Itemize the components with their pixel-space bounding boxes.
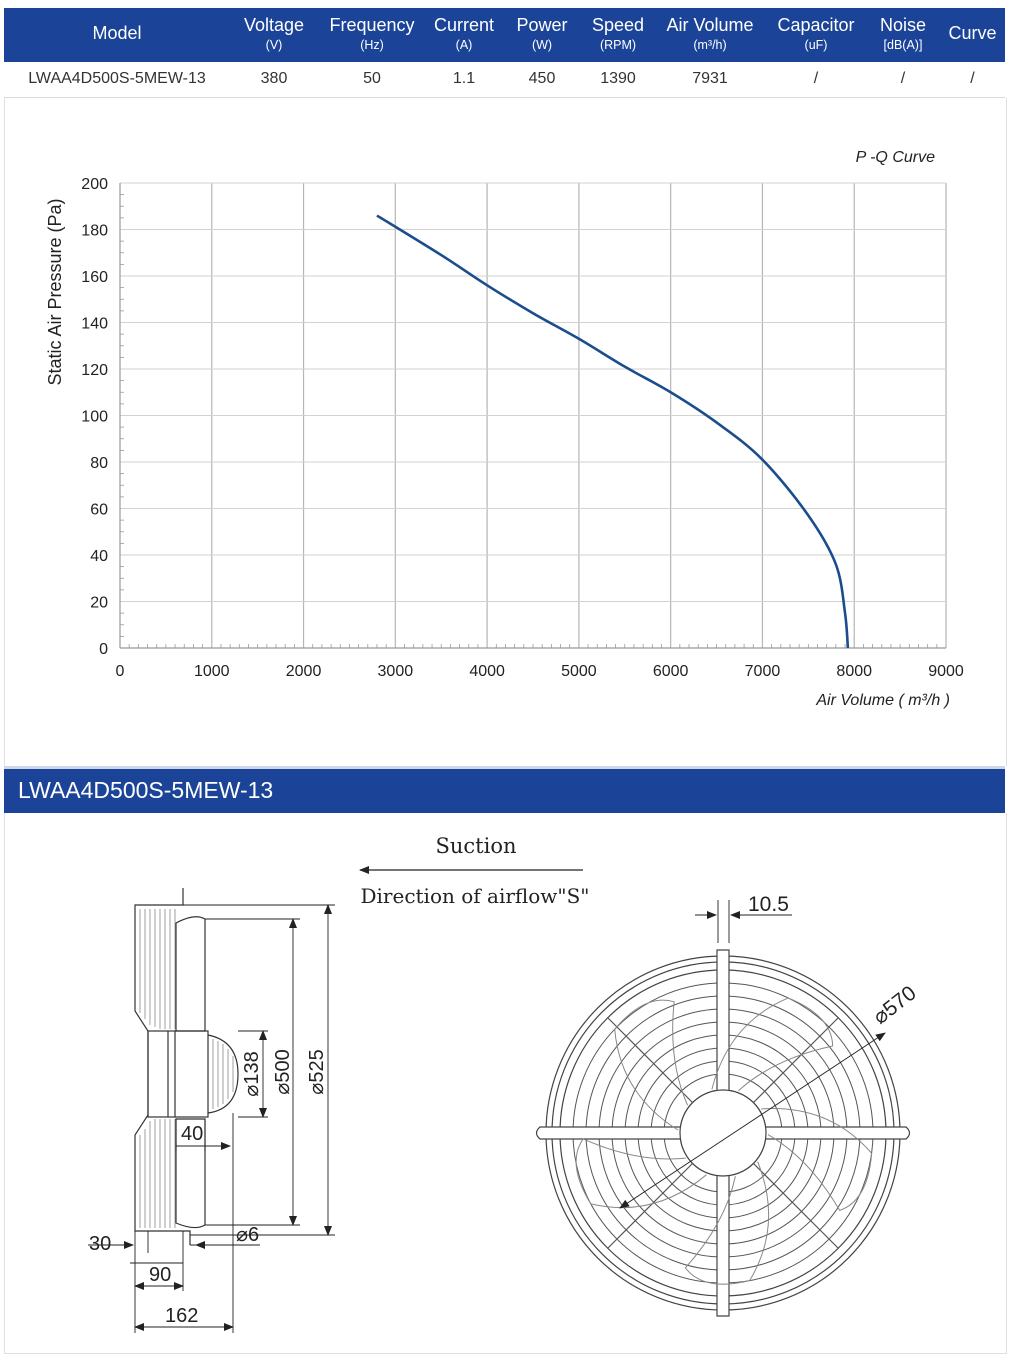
fan-front-view <box>535 949 911 1317</box>
dim-10-5: 10.5 <box>748 893 789 916</box>
header-speed: Speed (RPM) <box>591 15 645 52</box>
banner-title: LWAA4D500S-5MEW-13 <box>18 777 274 803</box>
cell-noise: / <box>900 70 906 87</box>
chart-panel <box>4 98 1007 766</box>
table-row: LWAA4D500S-5MEW-13 380 50 1.1 450 1390 7… <box>4 62 1005 98</box>
table-header: Model Voltage (V) Frequency (Hz) Current… <box>4 8 1005 62</box>
x-tick-label: 8000 <box>836 663 872 680</box>
dim-40: 40 <box>181 1123 203 1145</box>
series-line <box>376 214 850 649</box>
dim-30: 30 <box>89 1233 111 1255</box>
y-tick-label: 180 <box>81 223 108 240</box>
header-model: Model <box>92 23 142 43</box>
y-tick-label: 200 <box>81 176 108 193</box>
x-tick-label: 9000 <box>928 663 964 680</box>
cell-speed: 1390 <box>600 70 636 87</box>
chart-y-label: Static Air Pressure (Pa) <box>45 198 65 385</box>
y-tick-label: 0 <box>99 641 108 658</box>
dim-138: ⌀138 <box>241 1051 263 1096</box>
dim-90: 90 <box>149 1264 171 1286</box>
dim-500: ⌀500 <box>272 1049 294 1094</box>
y-tick-label: 160 <box>81 269 108 286</box>
header-power: Power (W) <box>516 15 568 52</box>
y-tick-label: 140 <box>81 316 108 333</box>
chart-x-label: Air Volume ( m³/h ) <box>815 692 950 709</box>
suction-label: Suction <box>436 834 517 858</box>
drawing-panel <box>4 813 1007 1354</box>
x-tick-label: 2000 <box>286 663 322 680</box>
cell-air-volume: 7931 <box>692 70 728 87</box>
model-banner: LWAA4D500S-5MEW-13 <box>4 766 1005 813</box>
side-view-dimensions <box>88 904 335 1333</box>
y-tick-label: 20 <box>90 595 108 612</box>
motor-body <box>147 1030 209 1118</box>
x-tick-label: 5000 <box>561 663 597 680</box>
airflow-direction-label: Direction of airflow"S" <box>360 884 589 908</box>
technical-drawing: Suction Direction of airflow"S" <box>88 834 921 1333</box>
fan-blade-top <box>175 916 206 1032</box>
x-tick-label: 1000 <box>194 663 230 680</box>
chart-series <box>376 214 850 649</box>
cell-model: LWAA4D500S-5MEW-13 <box>28 70 206 87</box>
chart-title: P -Q Curve <box>856 149 936 166</box>
fan-blade <box>684 1161 770 1285</box>
header-curve: Curve <box>948 23 997 43</box>
x-tick-label: 6000 <box>653 663 689 680</box>
motor-cap <box>207 1034 239 1114</box>
x-tick-label: 0 <box>116 663 125 680</box>
y-tick-label: 40 <box>90 548 108 565</box>
header-noise: Noise [dB(A)] <box>879 15 927 52</box>
fan-blade <box>760 1108 873 1212</box>
x-tick-label: 3000 <box>378 663 414 680</box>
chart-grid <box>120 182 947 648</box>
x-tick-label: 4000 <box>469 663 505 680</box>
cell-frequency: 50 <box>363 70 381 87</box>
fan-blade-bottom <box>175 1118 206 1229</box>
front-view-dimensions <box>619 900 886 1209</box>
fan-blade <box>711 997 834 1092</box>
cell-current: 1.1 <box>452 70 476 87</box>
chart-minor-ticks <box>120 194 938 648</box>
header-air-volume: Air Volume (m³/h) <box>666 15 754 52</box>
header-frequency: Frequency (Hz) <box>329 15 415 52</box>
chart-axes <box>119 183 946 649</box>
dim-525: ⌀525 <box>306 1049 328 1094</box>
cell-capacitor: / <box>813 70 819 87</box>
y-tick-label: 100 <box>81 409 108 426</box>
dim-570: ⌀570 <box>869 981 921 1028</box>
y-tick-label: 60 <box>90 502 108 519</box>
y-tick-label: 80 <box>90 455 108 472</box>
cell-voltage: 380 <box>260 70 288 87</box>
guard-outline <box>134 888 191 1245</box>
header-voltage: Voltage (V) <box>243 15 305 52</box>
header-capacitor: Capacitor (uF) <box>777 15 855 52</box>
airflow-annotation: Suction Direction of airflow"S" <box>359 834 590 908</box>
fan-side-view <box>134 888 239 1245</box>
fan-blade <box>614 999 689 1131</box>
dim-6: ⌀6 <box>236 1224 259 1246</box>
front-view-dimension-labels: 10.5 ⌀570 <box>748 893 921 1029</box>
cell-curve: / <box>970 70 975 87</box>
y-tick-label: 120 <box>81 362 108 379</box>
side-view-dimension-labels: ⌀138 ⌀500 ⌀525 40 ⌀6 30 90 162 <box>89 1049 328 1327</box>
cell-power: 450 <box>528 70 556 87</box>
dim-162: 162 <box>165 1305 198 1327</box>
pq-chart: 0 1000 2000 3000 4000 5000 6000 7000 8000 9000 0 20… <box>45 149 964 709</box>
header-current: Current (A) <box>433 15 495 52</box>
chart-tick-labels: 0 1000 2000 3000 4000 5000 6000 7000 8000 9000 0 20… <box>81 176 964 680</box>
x-tick-label: 7000 <box>745 663 781 680</box>
